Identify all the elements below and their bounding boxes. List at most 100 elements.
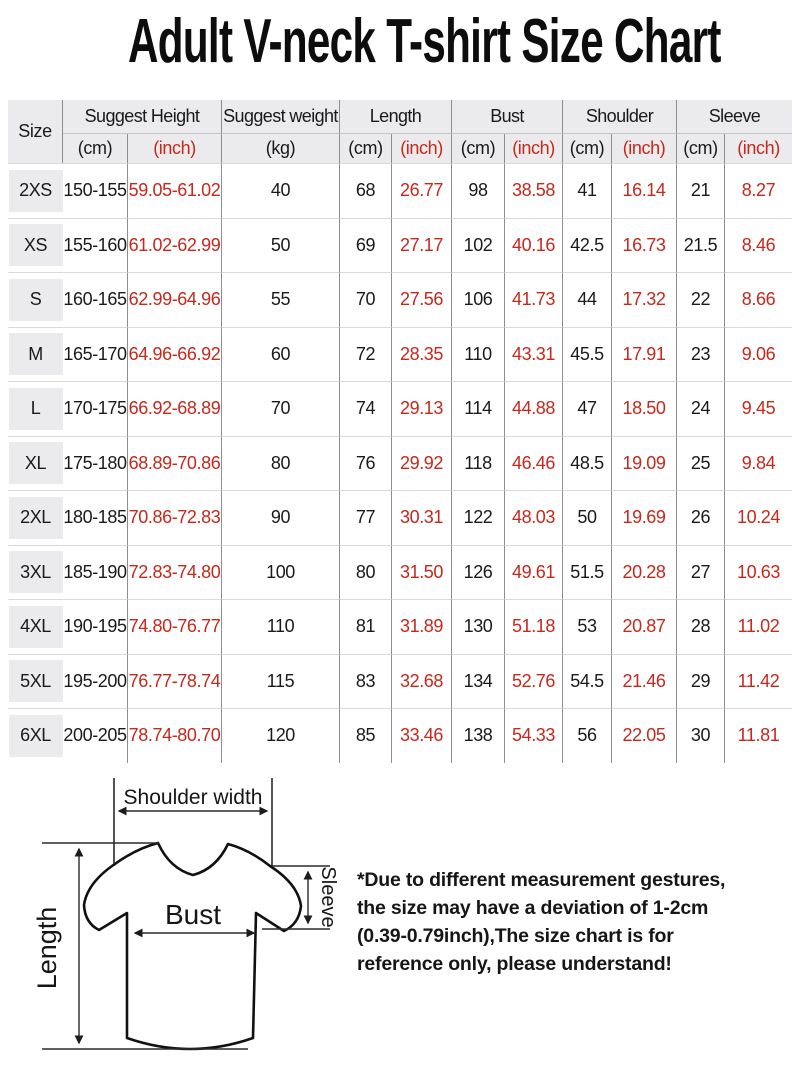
size-cell: XS	[8, 217, 63, 273]
value-cell: 23	[677, 326, 725, 381]
value-cell: 29.92	[392, 435, 452, 490]
header-group-sleeve: Sleeve	[677, 100, 792, 134]
value-cell: 9.84	[725, 435, 792, 491]
size-cell-label: S	[8, 278, 63, 321]
value-cell: 40	[222, 163, 340, 218]
value-cell: 27	[677, 544, 725, 599]
value-cell: 54.5	[563, 653, 612, 708]
tshirt-diagram: Shoulder width Length Sleeve Bust	[32, 778, 339, 1051]
value-cell: 160-165	[63, 272, 128, 327]
label-sleeve: Sleeve	[317, 866, 339, 927]
value-cell: 102	[452, 217, 505, 272]
value-cell: 8.66	[725, 272, 792, 327]
header-size: Size	[8, 100, 63, 163]
value-cell: 43.31	[505, 326, 563, 381]
value-cell: 77	[340, 490, 392, 545]
size-cell-label: 4XL	[8, 605, 63, 648]
value-cell: 180-185	[63, 490, 128, 545]
header-unit-cell: (kg)	[222, 134, 340, 163]
value-cell: 9.45	[725, 381, 792, 436]
value-cell: 115	[222, 653, 340, 708]
value-cell: 28.35	[392, 326, 452, 381]
value-cell: 100	[222, 544, 340, 599]
value-cell: 49.61	[505, 544, 563, 599]
value-cell: 51.5	[563, 544, 612, 599]
value-cell: 85	[340, 708, 392, 763]
header-unit-cell: (cm)	[563, 134, 612, 163]
size-cell-label: 5XL	[8, 660, 63, 703]
value-cell: 21	[677, 163, 725, 218]
value-cell: 26.77	[392, 163, 452, 218]
value-cell: 120	[222, 708, 340, 763]
value-cell: 150-155	[63, 163, 128, 218]
header-unit-cell: (cm)	[63, 134, 128, 163]
size-cell: L	[8, 381, 63, 436]
value-cell: 47	[563, 381, 612, 436]
value-cell: 190-195	[63, 599, 128, 654]
value-cell: 72.83-74.80	[128, 544, 222, 599]
note-line: *Due to different measurement gestures,	[357, 869, 726, 891]
header-unit-cell: (cm)	[340, 134, 392, 163]
header-group-suggest-height: Suggest Height	[63, 100, 222, 134]
size-cell: 4XL	[8, 599, 63, 654]
value-cell: 72	[340, 326, 392, 381]
value-cell: 60	[222, 326, 340, 381]
header-group-suggest-weight: Suggest weight	[222, 100, 340, 134]
value-cell: 24	[677, 381, 725, 436]
value-cell: 62.99-64.96	[128, 272, 222, 327]
value-cell: 81	[340, 599, 392, 654]
value-cell: 17.91	[612, 326, 677, 381]
value-cell: 200-205	[63, 708, 128, 763]
size-cell-label: XS	[8, 224, 63, 267]
measurement-note: *Due to different measurement gestures, …	[357, 866, 797, 978]
value-cell: 16.14	[612, 163, 677, 218]
value-cell: 155-160	[63, 217, 128, 272]
header-unit-cell: (inch)	[128, 134, 222, 163]
value-cell: 19.69	[612, 490, 677, 545]
value-cell: 29	[677, 653, 725, 708]
tshirt-outline	[82, 841, 303, 1051]
value-cell: 52.76	[505, 653, 563, 708]
value-cell: 68	[340, 163, 392, 218]
size-cell-label: M	[8, 333, 63, 376]
value-cell: 138	[452, 708, 505, 763]
size-cell-label: 2XS	[8, 169, 63, 212]
value-cell: 16.73	[612, 217, 677, 272]
size-cell-label: L	[8, 387, 63, 430]
header-group-length: Length	[340, 100, 452, 134]
value-cell: 98	[452, 163, 505, 218]
value-cell: 195-200	[63, 653, 128, 708]
value-cell: 185-190	[63, 544, 128, 599]
header-unit-cell: (inch)	[612, 134, 677, 163]
value-cell: 20.87	[612, 599, 677, 654]
size-cell: 2XS	[8, 163, 63, 218]
value-cell: 46.46	[505, 435, 563, 490]
value-cell: 10.63	[725, 544, 792, 600]
header-group-bust: Bust	[452, 100, 563, 134]
value-cell: 126	[452, 544, 505, 599]
note-line: the size may have a deviation of 1-2cm	[357, 897, 709, 919]
value-cell: 61.02-62.99	[128, 217, 222, 272]
value-cell: 45.5	[563, 326, 612, 381]
note-line: (0.39-0.79inch),The size chart is for	[357, 925, 674, 947]
value-cell: 25	[677, 435, 725, 490]
value-cell: 76	[340, 435, 392, 490]
header-unit-cell: (inch)	[392, 134, 452, 163]
value-cell: 31.50	[392, 544, 452, 599]
value-cell: 70	[340, 272, 392, 327]
value-cell: 106	[452, 272, 505, 327]
value-cell: 48.5	[563, 435, 612, 490]
header-unit-cell: (inch)	[725, 134, 792, 163]
size-cell-label: XL	[8, 442, 63, 485]
value-cell: 53	[563, 599, 612, 654]
value-cell: 41	[563, 163, 612, 218]
value-cell: 80	[222, 435, 340, 490]
value-cell: 114	[452, 381, 505, 436]
value-cell: 9.06	[725, 326, 792, 382]
value-cell: 56	[563, 708, 612, 763]
value-cell: 22	[677, 272, 725, 327]
value-cell: 21.46	[612, 653, 677, 708]
header-unit-cell: (cm)	[452, 134, 505, 163]
value-cell: 69	[340, 217, 392, 272]
value-cell: 80	[340, 544, 392, 599]
